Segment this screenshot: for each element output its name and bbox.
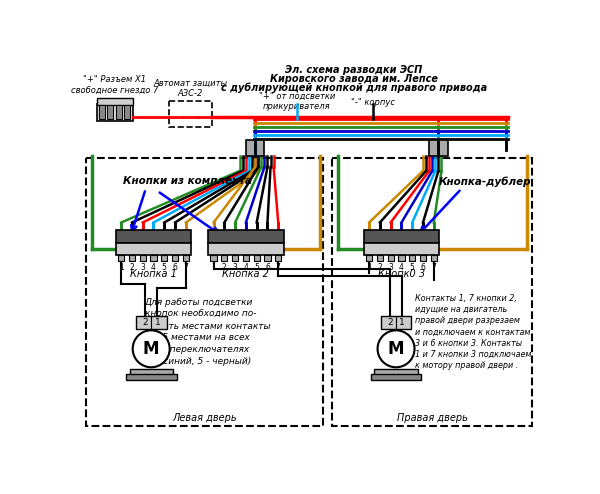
Bar bbox=[246, 140, 265, 156]
Bar bbox=[211, 255, 217, 261]
Bar bbox=[161, 255, 167, 261]
Bar bbox=[136, 317, 167, 329]
Text: 2: 2 bbox=[387, 318, 393, 327]
Text: 5: 5 bbox=[254, 262, 259, 272]
Text: "-" корпус: "-" корпус bbox=[351, 98, 395, 107]
Bar bbox=[97, 104, 133, 121]
Bar bbox=[265, 255, 271, 261]
Bar bbox=[99, 105, 105, 119]
Text: 4: 4 bbox=[244, 262, 248, 272]
Bar bbox=[431, 255, 437, 261]
Bar bbox=[126, 374, 176, 380]
Text: Кнопк0 3: Кнопк0 3 bbox=[378, 269, 425, 279]
Bar bbox=[130, 369, 173, 375]
Bar bbox=[169, 101, 212, 127]
Text: Кнопка 1: Кнопка 1 bbox=[130, 269, 177, 279]
Bar bbox=[366, 255, 372, 261]
Text: Кнопка-дублер: Кнопка-дублер bbox=[439, 176, 531, 187]
Bar bbox=[364, 243, 439, 255]
Text: Левая дверь: Левая дверь bbox=[172, 412, 236, 423]
Bar bbox=[243, 255, 249, 261]
Text: 1: 1 bbox=[367, 262, 371, 272]
Bar bbox=[371, 374, 421, 380]
Circle shape bbox=[133, 330, 170, 367]
Text: "+" Разъем X1
свободное гнездо 7: "+" Разъем X1 свободное гнездо 7 bbox=[71, 75, 158, 95]
Text: с дублирующей кнопкой для правого привода: с дублирующей кнопкой для правого привод… bbox=[221, 82, 487, 93]
Bar bbox=[116, 230, 191, 243]
Text: М: М bbox=[143, 340, 160, 358]
Text: Эл. схема разводки ЭСП: Эл. схема разводки ЭСП bbox=[285, 65, 422, 76]
Bar bbox=[208, 243, 284, 255]
Bar bbox=[116, 243, 191, 255]
Text: 1: 1 bbox=[119, 262, 124, 272]
Bar bbox=[172, 255, 178, 261]
Text: Кировского завода им. Лепсе: Кировского завода им. Лепсе bbox=[269, 74, 437, 84]
Bar bbox=[118, 255, 124, 261]
Text: 2: 2 bbox=[377, 262, 382, 272]
Text: Кнопка 2: Кнопка 2 bbox=[223, 269, 269, 279]
Bar bbox=[364, 230, 439, 243]
Text: 3: 3 bbox=[388, 262, 393, 272]
Bar bbox=[183, 255, 189, 261]
Text: "+" от подсветки
прикуривателя: "+" от подсветки прикуривателя bbox=[259, 91, 335, 111]
Text: 4: 4 bbox=[151, 262, 156, 272]
Text: 1: 1 bbox=[154, 318, 160, 327]
Bar bbox=[374, 369, 418, 375]
Text: Контакты 1, 7 кнопки 2,
идущие на двигатель
правой двери разрезаем
и подключаем : Контакты 1, 7 кнопки 2, идущие на двигат… bbox=[415, 294, 532, 370]
Text: М: М bbox=[388, 340, 404, 358]
Bar bbox=[208, 230, 284, 243]
Text: 5: 5 bbox=[410, 262, 415, 272]
Bar bbox=[388, 255, 394, 261]
Bar bbox=[221, 255, 227, 261]
Text: 2: 2 bbox=[142, 318, 148, 327]
Circle shape bbox=[377, 330, 415, 367]
Text: 2: 2 bbox=[222, 262, 227, 272]
Bar bbox=[116, 105, 122, 119]
Text: 7: 7 bbox=[431, 262, 436, 272]
Text: 1: 1 bbox=[211, 262, 216, 272]
Text: 7: 7 bbox=[184, 262, 188, 272]
Bar bbox=[140, 255, 146, 261]
Bar bbox=[275, 255, 281, 261]
Text: 6: 6 bbox=[173, 262, 178, 272]
Bar bbox=[380, 317, 412, 329]
Text: Правая дверь: Правая дверь bbox=[397, 412, 467, 423]
Text: 7: 7 bbox=[276, 262, 281, 272]
Bar bbox=[151, 255, 157, 261]
Bar bbox=[86, 158, 323, 426]
Text: 3: 3 bbox=[140, 262, 145, 272]
Bar bbox=[129, 255, 135, 261]
Text: Автомат защиты
АЗС-2: Автомат защиты АЗС-2 bbox=[154, 79, 227, 98]
Bar bbox=[332, 158, 532, 426]
Bar bbox=[377, 255, 383, 261]
Text: Кнопки из комплекта: Кнопки из комплекта bbox=[122, 176, 252, 186]
Bar bbox=[97, 98, 133, 106]
Text: 2: 2 bbox=[130, 262, 134, 272]
Text: 4: 4 bbox=[399, 262, 404, 272]
Text: 3: 3 bbox=[233, 262, 238, 272]
Bar bbox=[398, 255, 404, 261]
Bar bbox=[107, 105, 113, 119]
Bar bbox=[420, 255, 426, 261]
Text: 5: 5 bbox=[162, 262, 167, 272]
Text: Для работы подсветки
кнопок необходимо по-
менять местами контакты
4 и 5 местами: Для работы подсветки кнопок необходимо п… bbox=[145, 298, 270, 366]
Text: 6: 6 bbox=[421, 262, 425, 272]
Text: 6: 6 bbox=[265, 262, 270, 272]
Bar bbox=[409, 255, 415, 261]
Bar bbox=[232, 255, 238, 261]
Bar bbox=[429, 140, 448, 156]
Text: 1: 1 bbox=[400, 318, 405, 327]
Bar bbox=[124, 105, 130, 119]
Bar bbox=[254, 255, 260, 261]
